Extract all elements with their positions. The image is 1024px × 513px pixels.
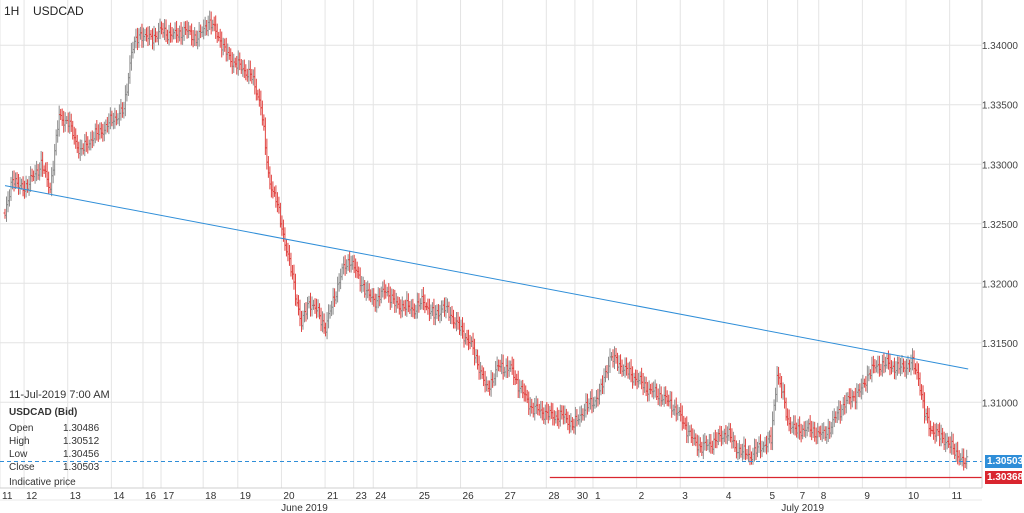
close-row: Close 1.30503 <box>9 461 129 474</box>
price-tick-label: 1.34000 <box>982 41 1019 52</box>
price-tick-label: 1.33500 <box>982 101 1019 112</box>
open-value: 1.30486 <box>63 423 100 434</box>
price-tick-label: 1.32500 <box>982 220 1019 231</box>
price-tick-label: 1.31500 <box>982 339 1019 350</box>
ohlc-bar <box>965 449 969 470</box>
low-value: 1.30456 <box>63 449 100 460</box>
price-axis: 1.34000 1.33500 1.33000 1.32500 1.32000 1.315… <box>981 0 1019 488</box>
time-axis: 11 12 13 14 16 17 18 19 20 21 23 24 25 26 27 28 30 1 2 3 4 5 7… <box>0 487 982 513</box>
day-tick-label: 23 <box>356 491 368 502</box>
high-row: High 1.30512 <box>9 435 129 448</box>
current-bid-tag: 1.30503 <box>985 454 1024 468</box>
bar-timestamp: 11-Jul-2019 7:00 AM <box>9 389 110 401</box>
low-label: Low <box>9 449 28 460</box>
open-label: Open <box>9 423 34 434</box>
day-tick-label: 28 <box>548 491 560 502</box>
indicative-note: Indicative price <box>9 477 76 488</box>
close-label: Close <box>9 462 35 473</box>
day-tick-label: 2 <box>639 491 645 502</box>
day-tick-label: 19 <box>240 491 252 502</box>
high-value: 1.30512 <box>63 436 100 447</box>
day-tick-label: 16 <box>145 491 157 502</box>
day-tick-label: 12 <box>26 491 38 502</box>
day-tick-label: 8 <box>821 491 827 502</box>
price-tick-label: 1.31000 <box>982 398 1019 409</box>
price-tick-label: 1.32000 <box>982 279 1019 290</box>
symbol-label[interactable]: USDCAD <box>33 4 84 18</box>
grid <box>0 0 982 488</box>
day-tick-label: 11 <box>952 491 963 502</box>
descending-trendline <box>4 185 969 370</box>
day-tick-label: 1 <box>595 491 601 502</box>
day-tick-label: 7 <box>800 491 806 502</box>
day-tick-label: 3 <box>682 491 688 502</box>
close-value: 1.30503 <box>63 462 100 473</box>
month-label: July 2019 <box>781 503 824 513</box>
day-tick-label: 24 <box>375 491 387 502</box>
day-tick-label: 4 <box>726 491 732 502</box>
day-tick-label: 14 <box>113 491 125 502</box>
overlays <box>0 185 982 479</box>
open-row: Open 1.30486 <box>9 422 129 435</box>
day-tick-label: 9 <box>864 491 870 502</box>
day-tick-label: 26 <box>463 491 475 502</box>
day-tick-label: 27 <box>505 491 517 502</box>
day-tick-label: 5 <box>770 491 776 502</box>
day-tick-label: 30 <box>577 491 589 502</box>
day-tick-label: 17 <box>163 491 175 502</box>
ohlc-bars <box>3 10 969 471</box>
day-tick-label: 13 <box>70 491 82 502</box>
day-tick-label: 10 <box>908 491 920 502</box>
support-price-tag: 1.30368 <box>985 471 1024 485</box>
instrument-label: USDCAD (Bid) <box>9 407 78 418</box>
ohlc-info-panel: 11-Jul-2019 7:00 AM USDCAD (Bid) Open 1.3… <box>9 389 129 488</box>
high-label: High <box>9 436 30 447</box>
day-tick-label: 18 <box>205 491 217 502</box>
low-row: Low 1.30456 <box>9 448 129 461</box>
day-tick-label: 11 <box>2 491 13 502</box>
day-tick-label: 25 <box>419 491 431 502</box>
price-tick-label: 1.33000 <box>982 160 1019 171</box>
day-tick-label: 21 <box>327 491 339 502</box>
month-label: June 2019 <box>281 503 328 513</box>
timeframe-label[interactable]: 1H <box>4 4 20 18</box>
day-tick-label: 20 <box>283 491 295 502</box>
